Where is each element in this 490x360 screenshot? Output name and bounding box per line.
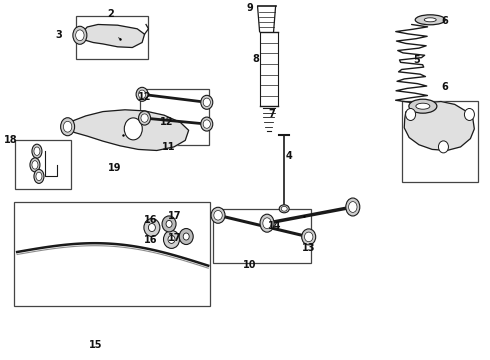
Polygon shape (82, 24, 145, 48)
Ellipse shape (424, 18, 436, 22)
Ellipse shape (302, 229, 316, 245)
Bar (213, 209, 311, 263)
Ellipse shape (465, 108, 474, 121)
Ellipse shape (214, 211, 222, 220)
Text: 6: 6 (441, 82, 448, 92)
Ellipse shape (304, 232, 313, 242)
Bar (14, 202, 210, 306)
Text: 11: 11 (162, 142, 176, 152)
Ellipse shape (346, 198, 360, 216)
Ellipse shape (30, 158, 40, 172)
Ellipse shape (260, 214, 274, 232)
Text: 13: 13 (302, 243, 316, 253)
Ellipse shape (348, 202, 357, 212)
Text: 9: 9 (246, 3, 253, 13)
Text: 16: 16 (144, 235, 158, 246)
Ellipse shape (162, 216, 176, 232)
Ellipse shape (34, 170, 44, 183)
Ellipse shape (148, 224, 155, 231)
Text: 3: 3 (55, 30, 62, 40)
Polygon shape (68, 110, 189, 150)
Text: 10: 10 (243, 260, 257, 270)
Ellipse shape (61, 118, 74, 136)
Text: 16: 16 (144, 215, 158, 225)
Ellipse shape (183, 233, 189, 240)
Text: 17: 17 (168, 211, 181, 221)
Ellipse shape (416, 103, 430, 109)
Text: 6: 6 (441, 16, 448, 26)
Text: 4: 4 (286, 150, 293, 161)
Ellipse shape (201, 117, 213, 131)
Ellipse shape (203, 120, 210, 128)
Ellipse shape (34, 147, 40, 156)
Text: 19: 19 (108, 163, 122, 174)
Text: 15: 15 (89, 340, 102, 350)
Ellipse shape (179, 229, 193, 244)
Ellipse shape (168, 235, 175, 243)
Polygon shape (404, 102, 474, 150)
Text: 2: 2 (107, 9, 114, 19)
Ellipse shape (139, 90, 146, 99)
Text: 14: 14 (268, 221, 281, 231)
Ellipse shape (211, 207, 225, 223)
Text: 7: 7 (269, 109, 275, 120)
Bar (402, 101, 478, 182)
Ellipse shape (409, 99, 437, 113)
Ellipse shape (139, 111, 150, 125)
Bar (140, 89, 209, 145)
Ellipse shape (263, 218, 271, 229)
Ellipse shape (75, 30, 84, 41)
Ellipse shape (141, 114, 148, 122)
Text: 12: 12 (138, 92, 151, 102)
Text: 8: 8 (252, 54, 259, 64)
Ellipse shape (73, 26, 87, 44)
Bar (15, 140, 71, 189)
Ellipse shape (406, 108, 416, 121)
Ellipse shape (201, 95, 213, 109)
Bar (76, 16, 148, 59)
Ellipse shape (415, 15, 445, 25)
Ellipse shape (36, 172, 42, 181)
Ellipse shape (32, 144, 42, 158)
Ellipse shape (136, 87, 148, 101)
Ellipse shape (32, 161, 38, 169)
Ellipse shape (281, 206, 287, 211)
Text: 17: 17 (168, 233, 181, 243)
Ellipse shape (279, 205, 289, 213)
Ellipse shape (144, 219, 160, 237)
Ellipse shape (124, 118, 142, 140)
Text: 12: 12 (160, 117, 173, 127)
Ellipse shape (203, 98, 210, 107)
Ellipse shape (166, 220, 172, 228)
Ellipse shape (439, 141, 448, 153)
Text: 18: 18 (4, 135, 18, 145)
Text: 5: 5 (413, 55, 420, 66)
Ellipse shape (63, 121, 72, 132)
Ellipse shape (164, 230, 179, 248)
